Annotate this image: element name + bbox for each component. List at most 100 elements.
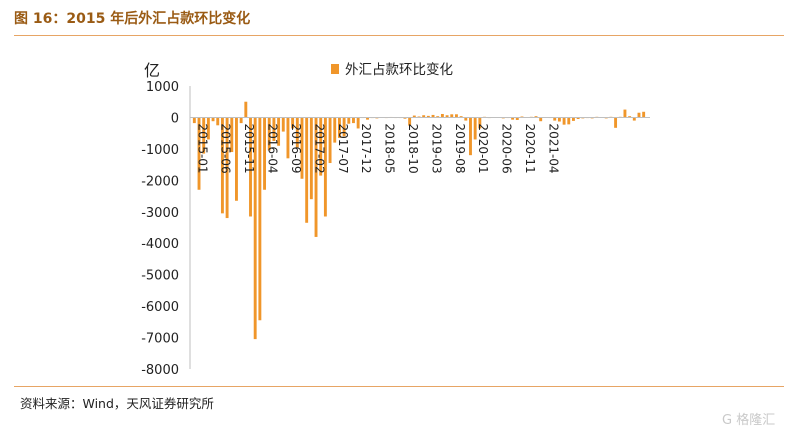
y-tick-label: -3000 bbox=[141, 206, 179, 221]
bar bbox=[230, 117, 234, 153]
bar bbox=[562, 117, 566, 125]
y-tick-label: -5000 bbox=[141, 269, 179, 284]
y-tick-label: -2000 bbox=[141, 174, 179, 189]
bar bbox=[473, 117, 477, 140]
bar bbox=[220, 117, 224, 214]
bar bbox=[478, 117, 482, 129]
bar bbox=[445, 115, 449, 118]
y-tick-label: -1000 bbox=[141, 143, 179, 158]
bar bbox=[216, 117, 220, 126]
bar bbox=[281, 117, 285, 132]
bar bbox=[464, 117, 468, 121]
bar bbox=[300, 117, 304, 179]
x-tick-label: 2017-02 bbox=[312, 123, 326, 173]
x-tick-label: 2019-08 bbox=[453, 123, 467, 173]
bar bbox=[314, 117, 318, 237]
y-tick-label: -4000 bbox=[141, 237, 179, 252]
bar bbox=[515, 117, 519, 120]
bar bbox=[553, 117, 557, 121]
bar bbox=[253, 117, 257, 340]
bar bbox=[614, 117, 618, 128]
x-tick-label: 2019-03 bbox=[429, 123, 443, 173]
bar bbox=[422, 115, 426, 118]
bottom-divider bbox=[14, 386, 784, 387]
x-tick-label: 2020-06 bbox=[500, 123, 514, 173]
bar bbox=[263, 117, 266, 190]
y-tick-label: -7000 bbox=[141, 332, 179, 347]
bar bbox=[557, 117, 561, 122]
bar bbox=[567, 117, 571, 125]
bar bbox=[202, 117, 206, 154]
bar bbox=[450, 114, 454, 118]
bar bbox=[291, 117, 295, 129]
y-tick-label: 0 bbox=[171, 111, 179, 126]
bar bbox=[277, 117, 281, 146]
bar bbox=[534, 116, 538, 118]
watermark-logo: G 格隆汇 bbox=[722, 413, 776, 428]
bar bbox=[305, 117, 309, 223]
bar bbox=[206, 117, 210, 140]
bar bbox=[244, 101, 248, 118]
bar bbox=[366, 117, 369, 120]
x-tick-label: 2018-10 bbox=[406, 123, 420, 173]
bar bbox=[239, 117, 243, 124]
bar bbox=[267, 117, 271, 151]
bar bbox=[539, 117, 543, 122]
x-tick-label: 2016-04 bbox=[266, 123, 280, 173]
bar bbox=[342, 117, 346, 137]
bar bbox=[352, 117, 355, 124]
legend-swatch bbox=[331, 64, 339, 74]
bar bbox=[572, 117, 575, 121]
bar bbox=[347, 117, 351, 124]
bar bbox=[426, 115, 430, 118]
x-tick-label: 2017-12 bbox=[359, 123, 373, 173]
x-tick-label: 2016-09 bbox=[289, 123, 303, 173]
bar bbox=[272, 117, 276, 142]
bar bbox=[295, 117, 299, 148]
y-axis-ticks: 1000 0 -1000 -2000 -3000 -4000 -5000 -6000 -7000… bbox=[141, 80, 179, 378]
bar bbox=[323, 117, 327, 217]
legend-label: 外汇占款环比变化 bbox=[345, 62, 453, 78]
bar bbox=[454, 114, 458, 118]
bar bbox=[459, 116, 463, 118]
x-axis-ticks: 2015-01 2015-06 2015-11 2016-04 2016-09 2017-… bbox=[195, 123, 560, 173]
bar bbox=[431, 114, 435, 118]
bar bbox=[511, 117, 515, 120]
x-tick-label: 2015-06 bbox=[219, 123, 233, 173]
bar bbox=[328, 117, 332, 164]
source-note: 资料来源：Wind，天风证券研究所 bbox=[20, 396, 214, 411]
bar bbox=[632, 117, 636, 121]
bar bbox=[192, 117, 196, 124]
bar bbox=[309, 117, 313, 200]
bar bbox=[356, 117, 360, 129]
legend: 外汇占款环比变化 bbox=[331, 62, 453, 78]
bar bbox=[637, 112, 641, 118]
bars bbox=[192, 101, 646, 340]
bar bbox=[286, 117, 290, 159]
bar bbox=[337, 117, 341, 138]
bar bbox=[333, 117, 337, 143]
figure-title: 图 16：2015 年后外汇占款环比变化 bbox=[14, 11, 251, 27]
bar bbox=[469, 117, 472, 156]
x-tick-label: 2015-11 bbox=[242, 123, 256, 173]
bar bbox=[440, 113, 444, 118]
bar bbox=[225, 117, 229, 219]
bar bbox=[436, 116, 440, 118]
x-tick-label: 2018-05 bbox=[383, 123, 397, 173]
bar bbox=[628, 116, 632, 118]
x-tick-label: 2021-04 bbox=[546, 123, 560, 173]
bar bbox=[576, 117, 580, 120]
bar bbox=[408, 117, 412, 126]
y-tick-label: -6000 bbox=[141, 300, 179, 315]
y-tick-label: -8000 bbox=[141, 363, 179, 378]
bar bbox=[623, 109, 627, 118]
bar bbox=[211, 117, 215, 122]
bar bbox=[412, 115, 416, 118]
x-tick-label: 2015-01 bbox=[195, 123, 209, 173]
x-tick-label: 2017-07 bbox=[336, 123, 350, 173]
bar bbox=[197, 117, 201, 190]
x-tick-label: 2020-01 bbox=[476, 123, 490, 173]
y-axis-unit-label: 亿 bbox=[144, 61, 160, 80]
y-tick-label: 1000 bbox=[146, 80, 179, 95]
